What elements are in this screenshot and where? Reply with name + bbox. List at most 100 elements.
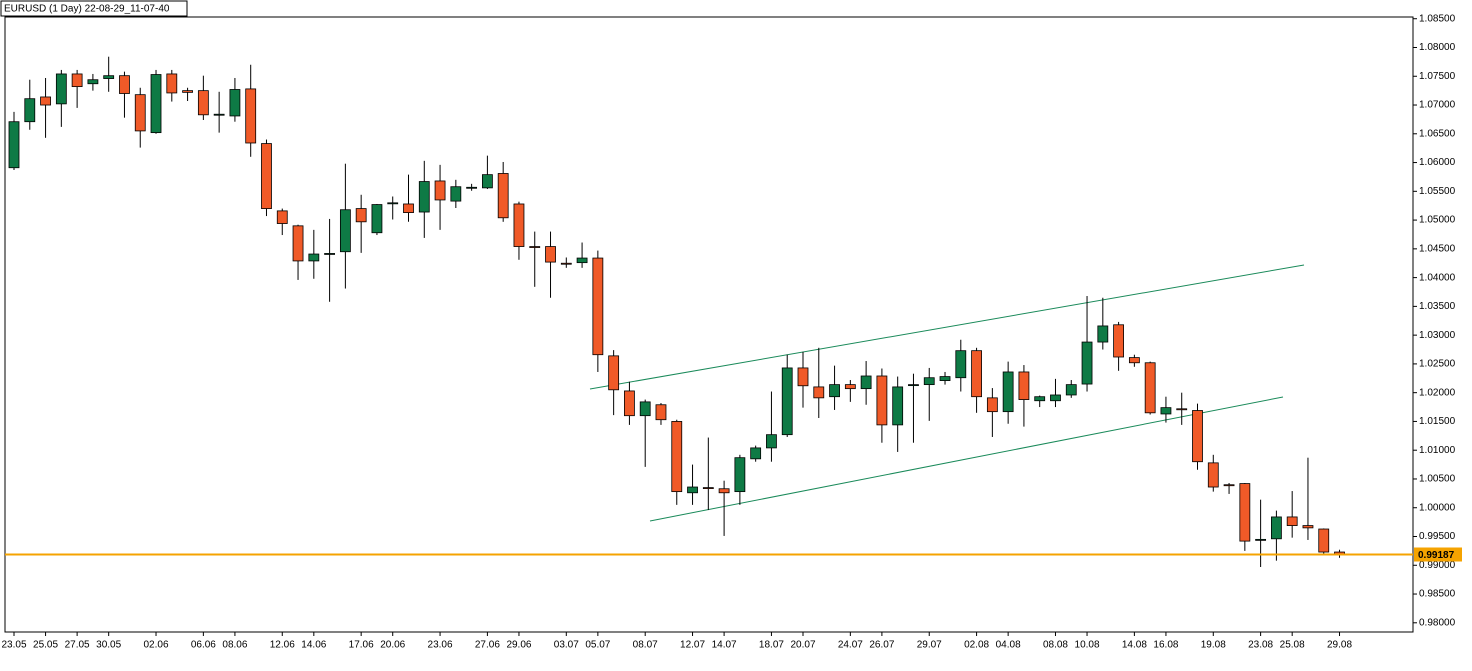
x-tick-label: 25.08 [1280, 640, 1305, 651]
x-tick-label: 04.08 [996, 640, 1021, 651]
y-tick-label: 0.98500 [1419, 589, 1456, 600]
candle-body [387, 202, 399, 205]
candle-body [324, 253, 336, 255]
candle-body [1002, 371, 1014, 413]
candle-body [40, 96, 51, 106]
candle-body [876, 375, 888, 426]
x-tick-label: 29.07 [917, 640, 942, 651]
y-tick-label: 1.07500 [1419, 71, 1456, 82]
candle-body [655, 404, 667, 421]
candle-body [166, 73, 178, 94]
candle-body [766, 434, 777, 449]
candle-body [592, 257, 604, 356]
x-tick-label: 12.06 [270, 640, 295, 651]
candle-body [608, 355, 620, 391]
candle-body [8, 121, 20, 169]
candle-body [560, 262, 572, 265]
candle-body [671, 421, 683, 493]
candle-body [292, 225, 304, 262]
y-tick-label: 1.05500 [1419, 186, 1456, 197]
y-tick-label: 1.08500 [1419, 13, 1456, 24]
candle-body [797, 367, 809, 387]
candle-body [1176, 408, 1188, 411]
x-tick-label: 23.08 [1248, 640, 1273, 651]
y-tick-label: 0.98000 [1419, 617, 1456, 628]
y-tick-label: 1.00000 [1419, 502, 1456, 513]
candle-body [466, 186, 478, 189]
candle-body [892, 386, 904, 426]
x-tick-label: 24.07 [838, 640, 863, 651]
candle-body [1065, 384, 1077, 396]
candle-body [450, 186, 462, 202]
candle-body [955, 350, 967, 379]
candle-body [1302, 525, 1314, 529]
y-tick-label: 1.08000 [1419, 42, 1456, 53]
x-tick-label: 18.07 [759, 640, 784, 651]
plot-area [4, 16, 1414, 633]
candle-body [781, 367, 793, 436]
x-tick-label: 02.08 [964, 640, 989, 651]
candle-body [1113, 324, 1124, 358]
candle-body [355, 208, 367, 223]
y-tick-label: 1.05000 [1419, 215, 1456, 226]
candle-body [986, 397, 998, 413]
x-tick-label: 08.07 [633, 640, 658, 651]
candle-body [339, 209, 351, 253]
candle-body [182, 90, 193, 93]
x-tick-label: 29.08 [1327, 640, 1352, 651]
x-tick-label: 06.06 [191, 640, 216, 651]
candle-body [576, 257, 588, 264]
x-tick-label: 08.06 [222, 640, 247, 651]
x-tick-label: 14.07 [712, 640, 737, 651]
x-tick-label: 03.07 [554, 640, 579, 651]
candle-body [545, 246, 556, 263]
candle-body [1271, 516, 1282, 540]
candle-body [71, 73, 83, 88]
candle-body [497, 173, 509, 219]
x-tick-label: 05.07 [585, 640, 610, 651]
y-tick-label: 1.04000 [1419, 272, 1456, 283]
candle-body [1192, 410, 1203, 463]
x-tick-label: 14.06 [301, 640, 326, 651]
x-tick-label: 20.07 [790, 640, 815, 651]
candle-body [813, 386, 825, 399]
candle-body [1144, 362, 1156, 414]
x-tick-label: 14.08 [1122, 640, 1147, 651]
candle-body [434, 180, 446, 201]
x-tick-label: 16.08 [1153, 640, 1178, 651]
candle-body [1128, 357, 1140, 364]
candle-body [119, 75, 130, 94]
y-tick-label: 1.03000 [1419, 330, 1456, 341]
candle-body [860, 375, 872, 390]
candle-body [908, 384, 919, 387]
candle-body [1097, 325, 1109, 343]
candle-body [1034, 396, 1046, 402]
candle-body [308, 253, 320, 262]
candle-body [718, 488, 730, 494]
y-tick-label: 1.01500 [1419, 416, 1456, 427]
candle-body [1050, 394, 1061, 402]
y-tick-label: 0.99500 [1419, 531, 1456, 542]
candle-body [702, 487, 714, 489]
channel-upper [589, 264, 1305, 390]
candle-body [87, 79, 99, 85]
candle-body [261, 143, 272, 209]
candle-body [403, 203, 414, 214]
last-price-box [1414, 547, 1462, 562]
x-tick-label: 17.06 [349, 640, 374, 651]
candle-body [844, 384, 856, 390]
candle-body [197, 90, 209, 116]
y-tick-label: 1.06500 [1419, 128, 1456, 139]
candle-body [1255, 538, 1267, 541]
y-tick-label: 0.99000 [1419, 560, 1456, 571]
candle-body [923, 377, 935, 386]
candle-body [1207, 462, 1219, 488]
candle-body [24, 98, 36, 123]
candle-body [371, 204, 383, 234]
candle-body [1018, 371, 1030, 400]
y-tick-label: 1.04500 [1419, 243, 1456, 254]
x-tick-label: 12.07 [680, 640, 705, 651]
x-tick-label: 02.06 [144, 640, 169, 651]
candle-body [229, 89, 241, 117]
